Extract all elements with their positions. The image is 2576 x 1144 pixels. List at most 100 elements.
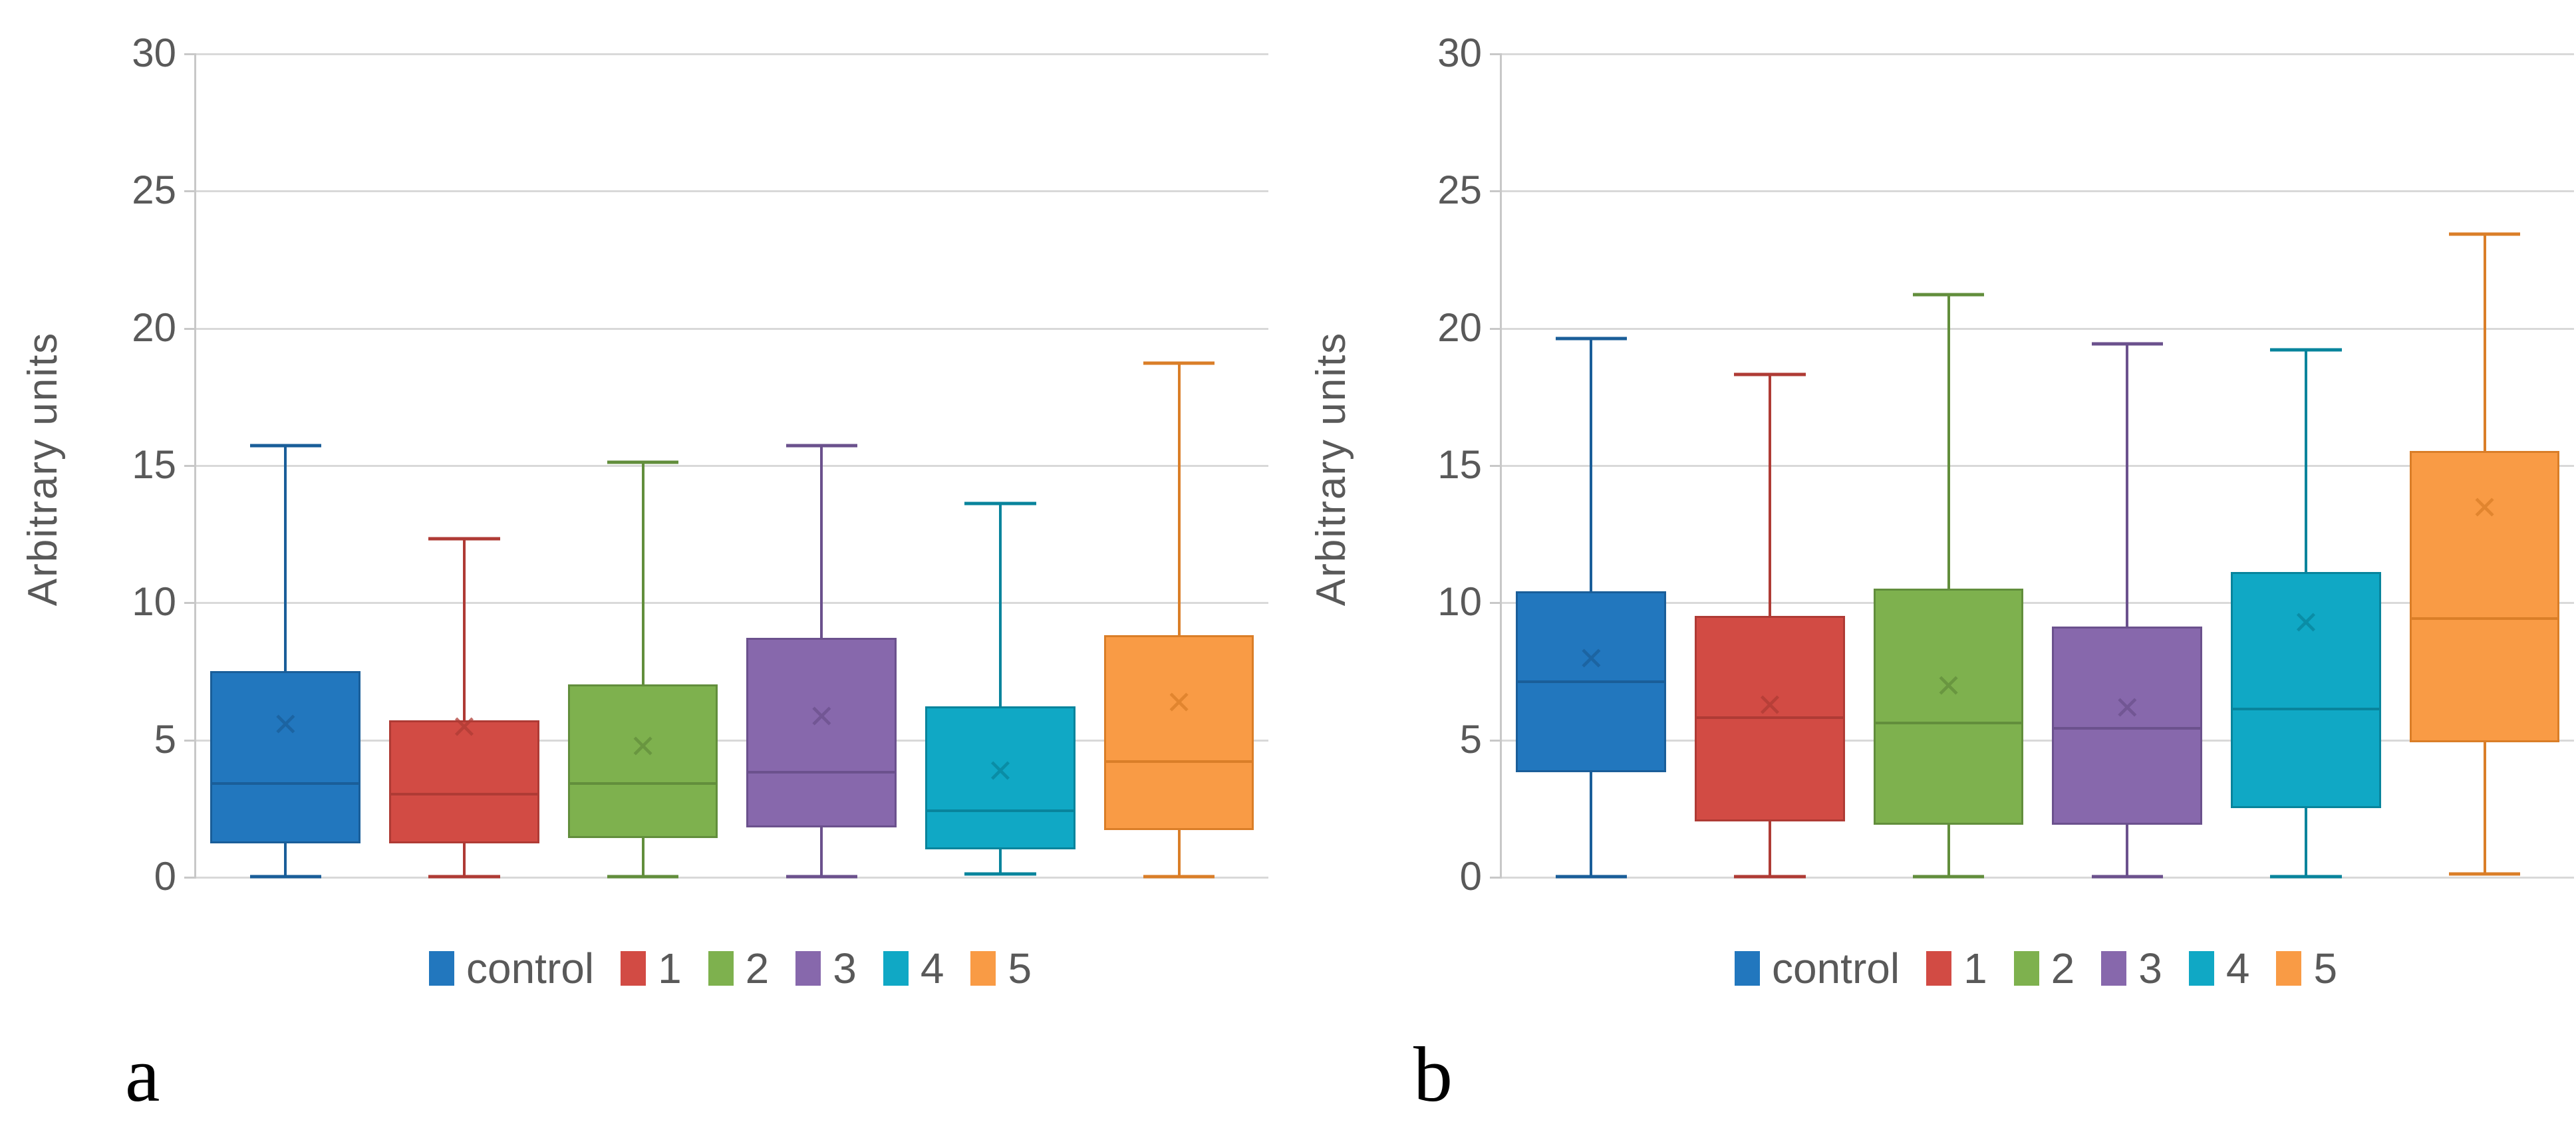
- whisker-cap: [964, 501, 1036, 505]
- box: [1873, 588, 2024, 825]
- y-tick-label: 20: [1437, 305, 1482, 350]
- whisker-cap: [2091, 875, 2164, 879]
- y-tick-label: 10: [132, 579, 176, 625]
- whisker-cap: [786, 875, 858, 879]
- mean-marker: ✕: [986, 754, 1014, 790]
- y-tick-label: 5: [1459, 716, 1482, 762]
- gridline: [1502, 327, 2574, 330]
- box-group-3: ✕: [732, 53, 911, 879]
- axis-tick: [1490, 190, 1502, 193]
- gridline: [196, 739, 1268, 742]
- mean-marker: ✕: [1935, 669, 1962, 705]
- y-axis-title: Arbitrary units: [1308, 331, 1354, 607]
- whisker: [284, 446, 287, 877]
- box-group-5: ✕: [1089, 53, 1268, 879]
- boxplot-chart-b: 0 5 10 15 20 25 30 ✕ ✕ ✕ ✕ ✕ ✕: [1437, 33, 2574, 897]
- whisker-cap: [2270, 348, 2342, 352]
- gridline: [1502, 877, 2574, 879]
- median-line: [2409, 617, 2560, 621]
- legend-swatch: [621, 951, 646, 986]
- legend-label: control: [466, 944, 595, 992]
- axis-tick: [1490, 53, 1502, 55]
- legend-item-control: control: [1734, 947, 1900, 990]
- whisker-cap: [428, 875, 500, 879]
- panel-letter-a: a: [125, 1031, 160, 1118]
- median-line: [1516, 680, 1667, 683]
- legend-swatch: [795, 951, 821, 986]
- whisker-cap: [964, 872, 1036, 876]
- median-line: [567, 782, 718, 785]
- axis-tick: [184, 53, 196, 55]
- gridline: [196, 53, 1268, 55]
- median-line: [746, 771, 897, 774]
- legend-swatch: [708, 951, 734, 986]
- whisker-cap: [1143, 875, 1215, 879]
- box-group-control: ✕: [196, 53, 375, 879]
- axis-tick: [184, 327, 196, 330]
- y-tick-label: 5: [154, 716, 176, 762]
- y-tick-label: 15: [132, 442, 176, 487]
- mean-marker: ✕: [1578, 641, 1605, 677]
- median-line: [1873, 721, 2024, 724]
- whisker-cap: [1143, 361, 1215, 365]
- box-group-2: ✕: [1859, 53, 2038, 879]
- whisker-cap: [2448, 232, 2521, 236]
- axis-tick: [1490, 327, 1502, 330]
- axis-tick: [1490, 739, 1502, 742]
- legend-item-4: 4: [2188, 944, 2250, 992]
- mean-marker: ✕: [2471, 491, 2498, 527]
- legend-item-1: 1: [1926, 947, 1987, 990]
- axis-tick: [184, 190, 196, 193]
- median-line: [2052, 727, 2203, 730]
- legend-item-3: 3: [795, 947, 857, 990]
- gridline: [196, 465, 1268, 467]
- median-line: [210, 782, 361, 785]
- whisker-cap: [428, 537, 500, 541]
- legend-label: 4: [2225, 944, 2250, 992]
- whisker-cap: [2270, 875, 2342, 879]
- legend-label: 5: [2313, 944, 2338, 992]
- legend-swatch: [2101, 951, 2127, 986]
- box: [2409, 451, 2560, 742]
- y-tick-label: 0: [154, 854, 176, 899]
- whisker: [1947, 295, 1950, 877]
- box: [1695, 615, 1845, 822]
- mean-marker: ✕: [2292, 606, 2320, 642]
- gridline: [1502, 53, 2574, 55]
- mean-marker: ✕: [272, 708, 299, 744]
- y-tick-label: 30: [1437, 31, 1482, 75]
- legend-swatch: [428, 951, 454, 986]
- box-group-1: ✕: [375, 53, 554, 879]
- legend-label: 5: [1008, 944, 1032, 992]
- legend-b: control 1 2 3 4 5: [1500, 947, 2572, 990]
- y-tick-label: 0: [1459, 854, 1482, 899]
- whisker-cap: [607, 875, 679, 879]
- mean-marker: ✕: [1756, 688, 1784, 724]
- whisker-cap: [1734, 875, 1806, 879]
- y-tick-label: 25: [132, 168, 176, 213]
- legend-a: control 1 2 3 4 5: [194, 947, 1266, 990]
- legend-swatch: [2276, 951, 2302, 986]
- box-group-2: ✕: [553, 53, 732, 879]
- mean-marker: ✕: [2114, 691, 2141, 727]
- legend-item-2: 2: [708, 944, 770, 992]
- axis-tick: [1490, 877, 1502, 879]
- whisker-cap: [2091, 342, 2164, 346]
- whisker-cap: [786, 444, 858, 448]
- median-line: [389, 793, 539, 796]
- whisker-cap: [1912, 875, 1985, 879]
- box-group-4: ✕: [911, 53, 1090, 877]
- box-group-3: ✕: [2038, 53, 2217, 879]
- legend-label: 2: [745, 944, 770, 992]
- legend-swatch: [1926, 951, 1952, 986]
- whisker: [641, 462, 644, 877]
- box: [210, 670, 361, 844]
- axis-tick: [1490, 602, 1502, 605]
- box: [567, 684, 718, 839]
- axis-tick: [184, 739, 196, 742]
- box-group-5: ✕: [2395, 53, 2574, 877]
- median-line: [1103, 760, 1254, 763]
- whisker: [998, 503, 1002, 874]
- y-tick-label: 20: [132, 305, 176, 350]
- legend-swatch: [2013, 951, 2039, 986]
